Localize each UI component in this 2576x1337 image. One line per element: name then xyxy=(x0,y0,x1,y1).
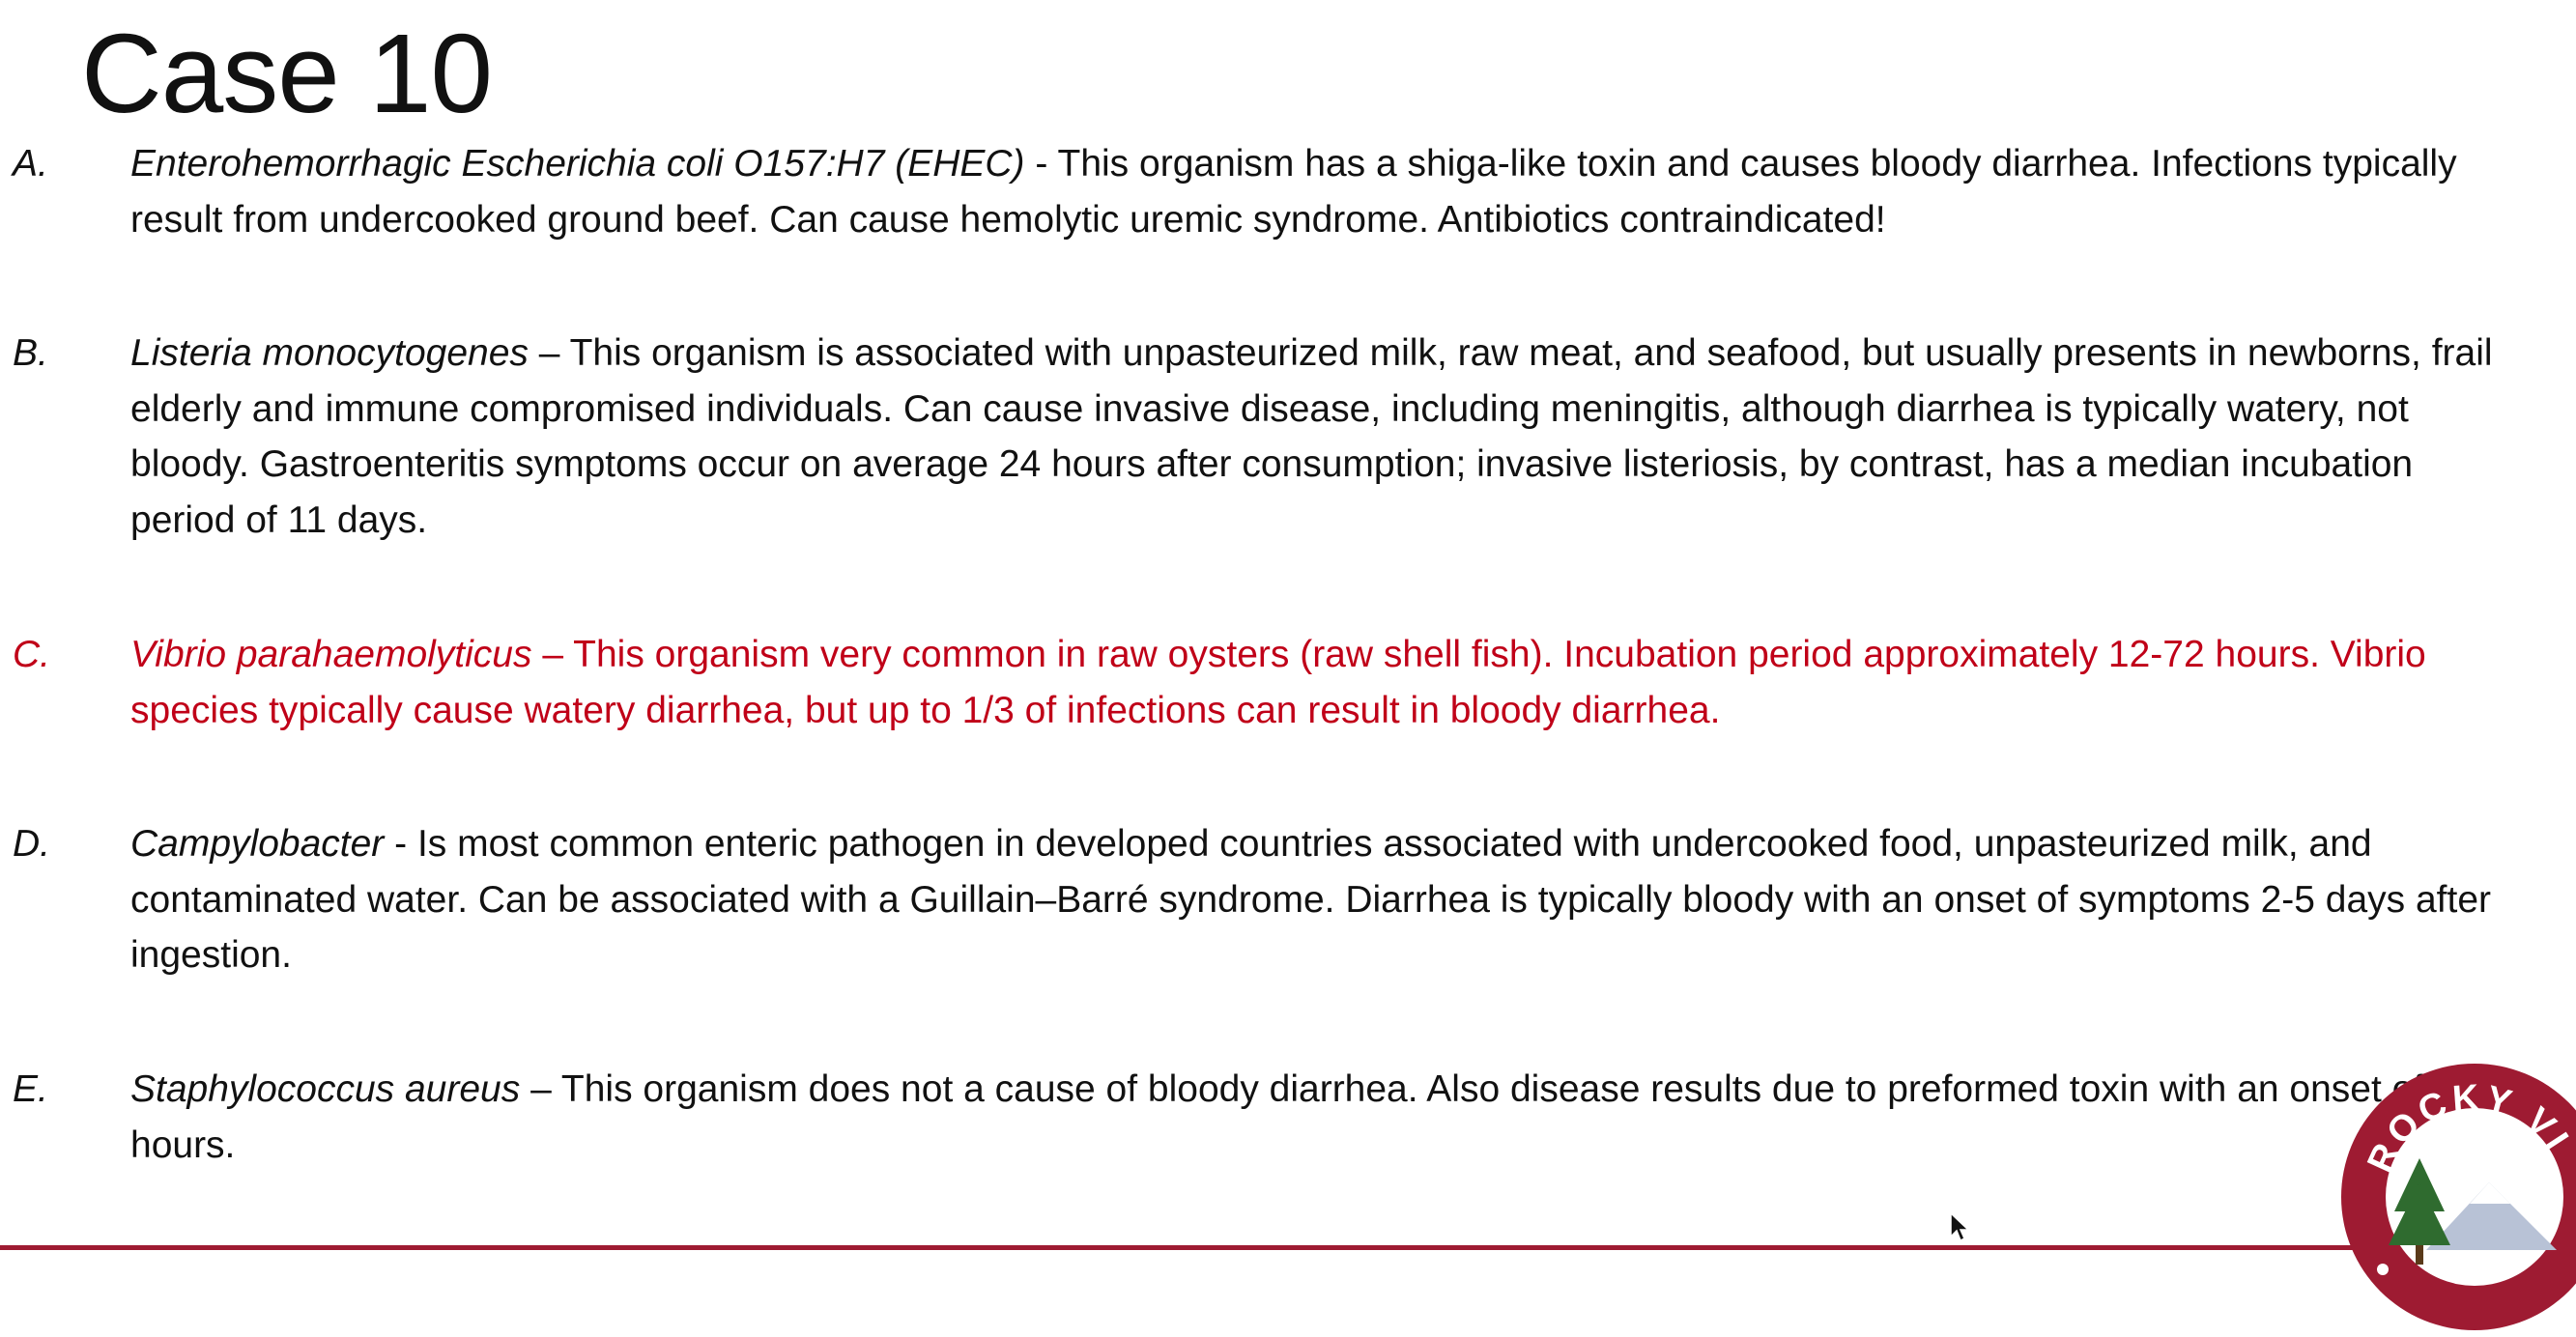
option-letter: A. xyxy=(13,143,48,185)
organism-name: Vibrio parahaemolyticus xyxy=(130,634,532,675)
option-text: Listeria monocytogenes – This organism i… xyxy=(130,326,2512,548)
logo-tree-bottom xyxy=(2389,1182,2450,1245)
option-letter: D. xyxy=(13,823,50,865)
slide-title: Case 10 xyxy=(81,11,493,136)
option-description: - This organism has a shiga-like toxin a… xyxy=(130,143,2457,241)
option-text: Campylobacter - Is most common enteric p… xyxy=(130,816,2512,983)
answer-option-e: E. Staphylococcus aureus – This organism… xyxy=(0,1062,2512,1173)
option-text: Staphylococcus aureus – This organism do… xyxy=(130,1062,2512,1173)
answer-option-c: C. Vibrio parahaemolyticus – This organi… xyxy=(0,627,2512,738)
answer-option-b: B. Listeria monocytogenes – This organis… xyxy=(0,326,2512,548)
option-description: – This organism is associated with unpas… xyxy=(130,332,2493,541)
institution-logo: ROCKY VI xyxy=(2341,1064,2576,1330)
option-description: – This organism does not a cause of bloo… xyxy=(130,1068,2489,1166)
logo-mountain xyxy=(2426,1182,2557,1250)
option-description: – This organism very common in raw oyste… xyxy=(130,634,2426,731)
mouse-pointer-icon xyxy=(1950,1212,1970,1242)
organism-name: Listeria monocytogenes xyxy=(130,332,529,374)
organism-name: Campylobacter xyxy=(130,823,385,865)
option-letter: E. xyxy=(13,1068,48,1110)
footer-rule xyxy=(0,1245,2576,1250)
organism-name: Enterohemorrhagic Escherichia coli O157:… xyxy=(130,143,1025,185)
organism-name: Staphylococcus aureus xyxy=(130,1068,521,1110)
logo-dot xyxy=(2377,1264,2389,1275)
option-text: Enterohemorrhagic Escherichia coli O157:… xyxy=(130,136,2512,247)
answer-option-a: A. Enterohemorrhagic Escherichia coli O1… xyxy=(0,136,2512,247)
logo-tree-trunk xyxy=(2416,1245,2423,1265)
option-letter: B. xyxy=(13,332,48,374)
option-description: - Is most common enteric pathogen in dev… xyxy=(130,823,2492,976)
option-letter: C. xyxy=(13,634,50,675)
logo-snowcap xyxy=(2470,1182,2510,1204)
answer-option-d: D. Campylobacter - Is most common enteri… xyxy=(0,816,2512,983)
option-text: Vibrio parahaemolyticus – This organism … xyxy=(130,627,2512,738)
